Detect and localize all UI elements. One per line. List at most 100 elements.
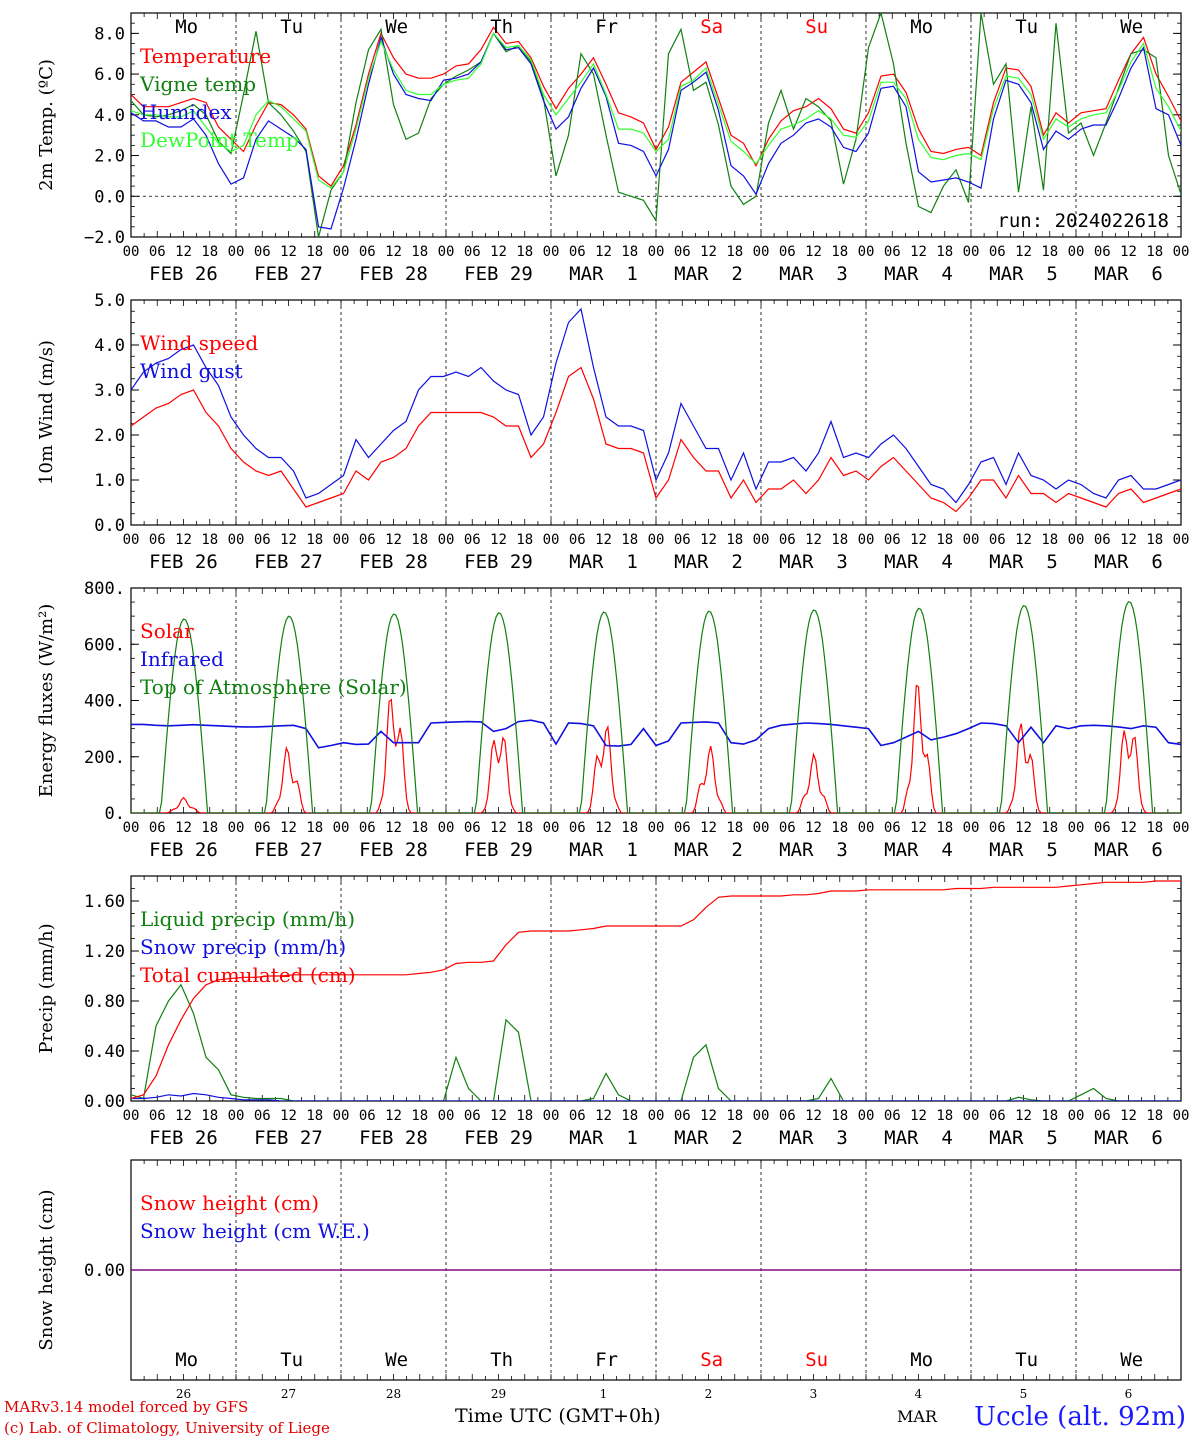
series-line-wind-speed [131,366,1181,513]
date-label: FEB 28 [359,551,428,573]
hour-tick-label: 12 [385,820,402,836]
y-tick-label: 0.80 [84,992,125,1012]
weekday-label: Mo [175,16,198,38]
hour-tick-label: 18 [726,532,743,548]
hour-tick-label: 18 [936,532,953,548]
hour-tick-label: 06 [359,244,376,260]
legend-entry: Temperature [140,44,271,68]
hour-tick-label: 00 [1173,1108,1190,1124]
weekday-label: We [385,1349,408,1371]
panel-temp: −2.0 0.0 2.0 4.0 6.0 8.0 2m Temp. (ºC) Temperat… [36,12,1189,285]
hour-tick-label: 00 [648,1108,665,1124]
y-tick-label: 6.0 [94,65,125,85]
date-label: MAR 1 [569,1127,638,1149]
date-label: FEB 29 [464,1127,533,1149]
hour-tick-label: 12 [1120,820,1137,836]
legend-entry: Top of Atmosphere (Solar) [140,675,407,699]
hour-tick-label: 18 [1041,820,1058,836]
day-number-label: 26 [176,1387,191,1401]
y-tick-label: 0.40 [84,1042,125,1062]
weekday-label: Tu [1015,16,1038,38]
hour-tick-label: 12 [175,244,192,260]
date-label: MAR 3 [779,551,848,573]
hour-tick-label: 06 [989,244,1006,260]
hour-tick-label: 06 [884,532,901,548]
y-tick-label: 5.0 [94,291,125,311]
date-label: FEB 27 [254,839,323,861]
hour-tick-label: 00 [858,820,875,836]
panel-wind: 0.0 1.0 2.0 3.0 4.0 5.0 10m Wind (m/s) Wind spe… [36,291,1189,573]
hour-tick-label: 18 [621,244,638,260]
y-tick-label: 400. [84,692,125,712]
hour-tick-label: 00 [123,532,140,548]
date-label: MAR 5 [989,839,1058,861]
y-tick-label: 0.00 [84,1261,125,1281]
date-label: FEB 27 [254,263,323,285]
date-label: MAR 4 [884,263,953,285]
date-label: FEB 29 [464,263,533,285]
hour-tick-label: 06 [149,532,166,548]
hour-tick-label: 00 [228,244,245,260]
hour-tick-label: 18 [936,820,953,836]
y-tick-label: 0.0 [94,187,125,207]
hour-tick-label: 18 [726,820,743,836]
hour-tick-label: 18 [1041,244,1058,260]
hour-tick-label: 12 [805,532,822,548]
hour-tick-label: 06 [464,1108,481,1124]
hour-tick-label: 00 [1068,1108,1085,1124]
date-label: FEB 29 [464,839,533,861]
hour-tick-label: 00 [333,532,350,548]
hour-tick-label: 00 [648,532,665,548]
hour-tick-label: 00 [228,820,245,836]
y-tick-label: 1.20 [84,942,125,962]
hour-tick-label: 12 [385,1108,402,1124]
weekday-label: Mo [910,1349,933,1371]
panel-frame [130,299,1182,526]
hour-tick-label: 06 [254,244,271,260]
hour-tick-label: 00 [123,244,140,260]
hour-tick-label: 00 [1068,532,1085,548]
plot-area [131,13,1181,237]
hour-tick-label: 00 [438,244,455,260]
hour-tick-label: 06 [989,820,1006,836]
hour-tick-label: 18 [411,1108,428,1124]
weekday-label: Sa [700,1349,723,1371]
panel-energy: 0. 200. 400. 600. 800. Energy fluxes (W/m²) So… [36,579,1189,861]
y-tick-label: 2.0 [94,147,125,167]
date-label: MAR 2 [674,1127,743,1149]
date-label: MAR 2 [674,551,743,573]
hour-tick-label: 06 [884,1108,901,1124]
date-label: MAR 3 [779,1127,848,1149]
hour-tick-label: 00 [648,244,665,260]
hour-tick-label: 12 [175,1108,192,1124]
weekday-label: We [385,16,408,38]
hour-tick-label: 00 [228,1108,245,1124]
plot-area [131,600,1181,813]
hour-tick-label: 12 [1015,1108,1032,1124]
hour-tick-label: 12 [1120,244,1137,260]
hour-tick-label: 12 [1120,532,1137,548]
legend-entry: Infrared [140,647,224,671]
hour-tick-label: 12 [1015,244,1032,260]
date-label: MAR 6 [1094,839,1163,861]
hour-tick-label: 00 [858,532,875,548]
weekday-label: Mo [910,16,933,38]
hour-tick-label: 06 [569,244,586,260]
plot-area [131,880,1181,1101]
hour-tick-label: 06 [1094,1108,1111,1124]
hour-tick-label: 12 [280,532,297,548]
hour-tick-label: 00 [963,532,980,548]
panel-precip: 0.00 0.40 0.80 1.20 1.60 Precip (mm/h) Liquid … [36,875,1190,1149]
credit-line-1: MARv3.14 model forced by GFS [4,1398,249,1416]
date-label: MAR 6 [1094,263,1163,285]
hour-tick-label: 12 [175,532,192,548]
date-label: FEB 27 [254,1127,323,1149]
hour-tick-label: 06 [989,532,1006,548]
y-tick-label: 8.0 [94,24,125,44]
y-tick-label: 0.0 [94,516,125,536]
hour-tick-label: 00 [543,820,560,836]
hour-tick-label: 18 [936,244,953,260]
panel-frame [130,587,1182,814]
hour-tick-label: 06 [674,820,691,836]
y-tick-label: 1.60 [84,892,125,912]
